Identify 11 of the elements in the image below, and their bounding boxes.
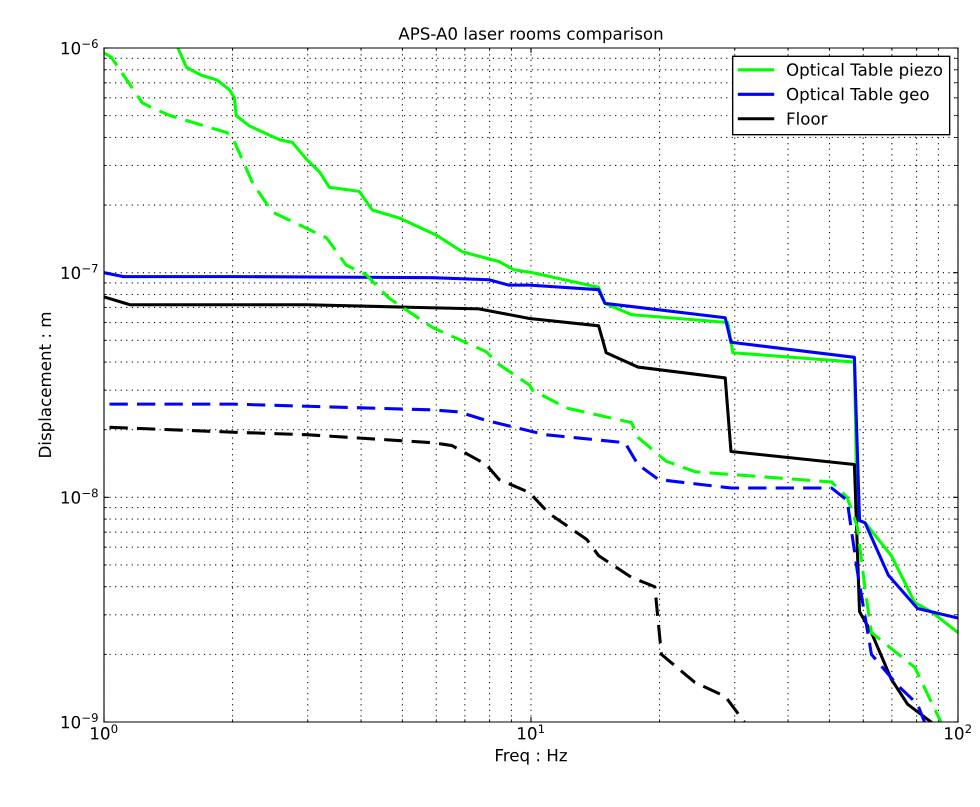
y-tick-label: 10$^{−7}$	[62, 264, 98, 280]
legend-label: Floor	[788, 112, 828, 125]
y-axis-title: Displacement : m	[38, 312, 54, 457]
x-axis-title: Freq : Hz	[496, 749, 567, 765]
x-tick-label: 10$^{1}$	[518, 724, 544, 740]
chart-title: APS-A0 laser rooms comparison	[398, 27, 662, 44]
y-tick-label: 10$^{−6}$	[62, 39, 98, 54]
legend-label: Optical Table geo	[786, 87, 929, 104]
x-tick-label: 10$^{2}$	[945, 724, 971, 740]
legend-label: Optical Table piezo	[786, 63, 942, 80]
y-tick-label: 10$^{−8}$	[62, 488, 98, 504]
